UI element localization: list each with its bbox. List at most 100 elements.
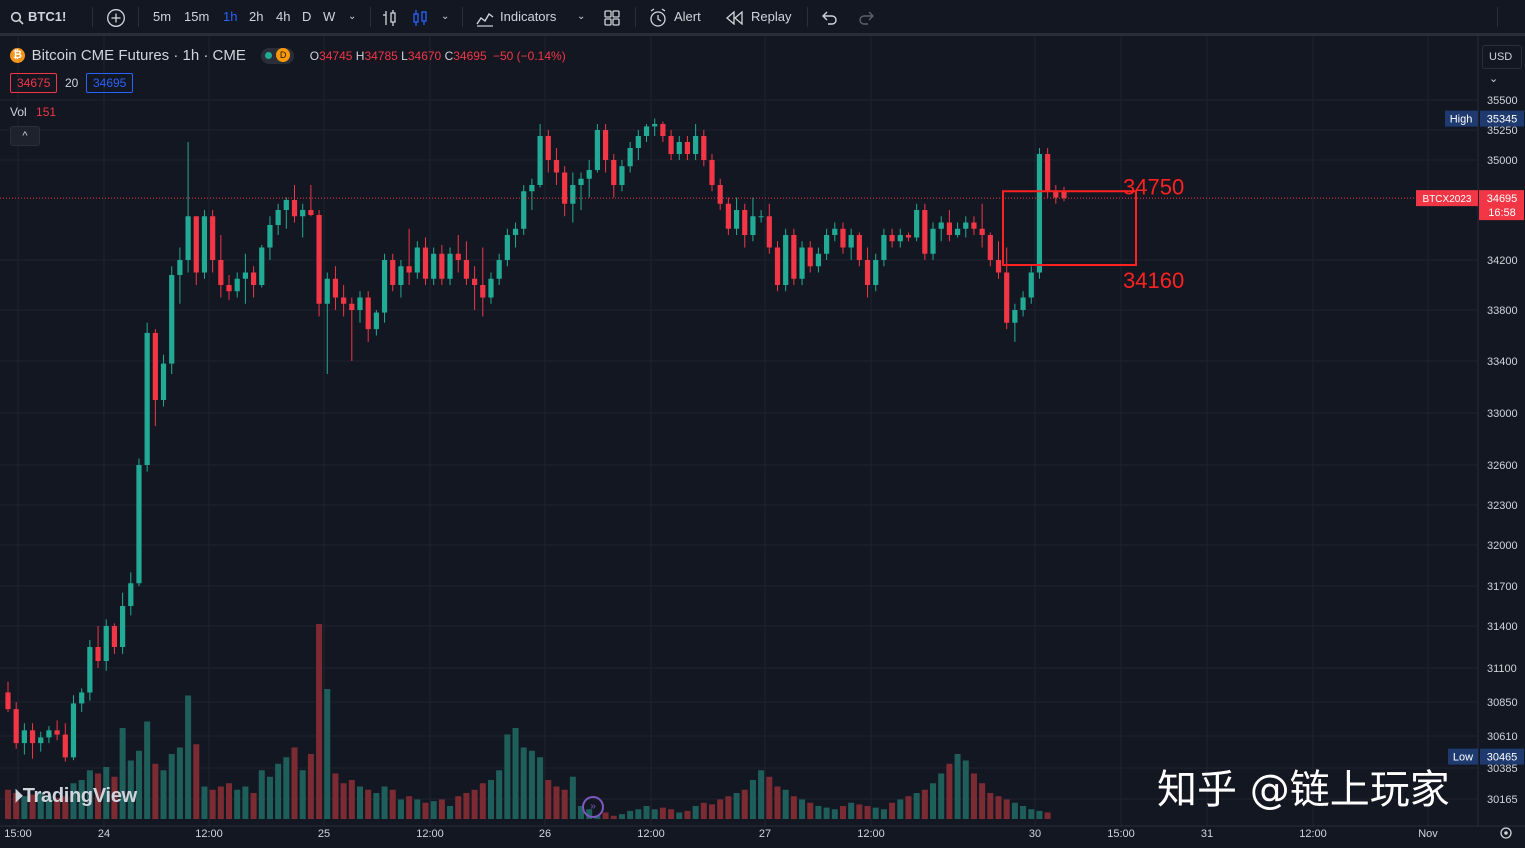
volume-bar [528,750,535,819]
candle-body [864,260,871,285]
volume-bar [438,799,445,819]
volume-bar [152,763,159,819]
time-tick-label: 12:00 [637,828,665,840]
volume-bar [455,796,462,819]
volume-bar [258,770,265,819]
price-axis-bg [1478,36,1525,826]
tradingview-logo[interactable]: ⏵TradingView [14,785,137,807]
indicators-button[interactable]: Indicators [500,9,557,24]
price-tick-label: 35000 [1487,155,1518,167]
interval-15m[interactable]: 15m [184,9,210,24]
collapse-legend-button[interactable]: ^ [10,126,40,146]
chevron-down-icon[interactable]: ⌄ [441,11,450,22]
candle-body [553,160,560,173]
interval-d[interactable]: D [302,9,312,24]
search-icon[interactable] [10,0,24,34]
bar-style-icon[interactable] [382,0,398,34]
candle-body [496,260,502,279]
volume-bar [717,799,724,819]
volume-bar [299,770,306,819]
volume-bar [913,793,920,819]
add-symbol-icon[interactable] [106,0,126,34]
volume-bar [815,806,822,819]
alert-icon[interactable] [648,0,668,34]
volume-bar [643,806,650,819]
volume-bar [823,807,830,819]
candle-body [267,225,273,248]
interval-2h[interactable]: 2h [249,9,264,24]
volume-bar [1044,812,1051,819]
replay-icon[interactable] [726,0,744,34]
candle-body [954,228,961,235]
sell-price-button[interactable]: 34675 [10,73,58,93]
volume-bar [209,789,216,819]
layouts-icon[interactable] [603,0,621,34]
candle-body [21,730,27,744]
candle-body [758,216,764,218]
volume-bar [160,770,167,819]
buy-price-button[interactable]: 34695 [85,73,134,93]
volume-bar [635,809,642,819]
scroll-to-realtime-icon[interactable]: » [582,796,604,818]
candle-body [431,253,437,279]
time-tick-label: 31 [1201,828,1213,840]
candle-style-icon[interactable] [412,0,428,34]
candle-body [341,297,347,304]
watermark: 知乎 @链上玩家 [1157,767,1450,813]
volume-bar [864,806,871,819]
time-tick-label: 30 [1029,828,1041,840]
candle-body [545,136,551,160]
symbol-search[interactable]: BTC1! [28,9,67,24]
price-chart[interactable]: 34750 34160 35500 35250 35000 34200 33800 3340… [0,36,1525,848]
undo-icon[interactable] [820,0,838,34]
volume-bar [144,721,151,819]
candle-body [635,136,641,148]
ohlc-values: O34745 H34785 L34670 C34695 −50 (−0.14%) [309,48,566,63]
interval-w[interactable]: W [323,9,336,24]
currency-select[interactable]: USD ⌄ [1482,45,1522,85]
volume-bar [291,747,298,819]
symbol-legend: ₿ Bitcoin CME Futures · 1h · CME D O3474… [10,47,566,64]
candle-body [316,215,322,304]
toolbar-divider [370,7,371,27]
time-tick-label: 24 [98,828,110,840]
volume-bar [504,734,511,819]
volume-bar [512,728,519,819]
candle-body [578,178,584,185]
volume-bar [856,804,863,819]
last-price-label-bg [1479,190,1524,221]
volume-bar [21,796,28,819]
volume-bar [954,754,961,819]
alert-button[interactable]: Alert [674,9,701,24]
interval-5m[interactable]: 5m [153,9,172,24]
candle-body [152,332,158,400]
candle-body [733,210,740,229]
volume-bar [185,695,192,819]
redo-icon[interactable] [858,0,876,34]
volume-bar [217,786,224,819]
interval-1h[interactable]: 1h [223,9,238,24]
volume-bar [381,786,388,819]
candle-body [480,285,486,298]
candle-body [832,228,838,235]
indicators-icon[interactable] [476,0,494,34]
candle-body [840,228,846,248]
close-value: 34695 [453,48,487,63]
chevron-down-icon[interactable]: ⌄ [577,11,586,22]
candle-body [602,130,609,160]
replay-button[interactable]: Replay [751,9,792,24]
chevron-down-icon[interactable]: ⌄ [348,11,357,22]
time-tick-label: 27 [759,828,771,840]
volume-bar [618,814,625,819]
symbol-price-label-bg [1416,190,1478,207]
candle-body [95,647,101,661]
candle-body [709,160,715,185]
volume-bar [561,789,568,819]
volume-bar [758,770,765,819]
interval-4h[interactable]: 4h [276,9,291,24]
candle-body [742,210,748,235]
chart-title[interactable]: Bitcoin CME Futures · 1h · CME [31,47,246,65]
candle-body [357,297,363,310]
volume-bar [397,799,404,819]
candle-body [169,275,175,364]
